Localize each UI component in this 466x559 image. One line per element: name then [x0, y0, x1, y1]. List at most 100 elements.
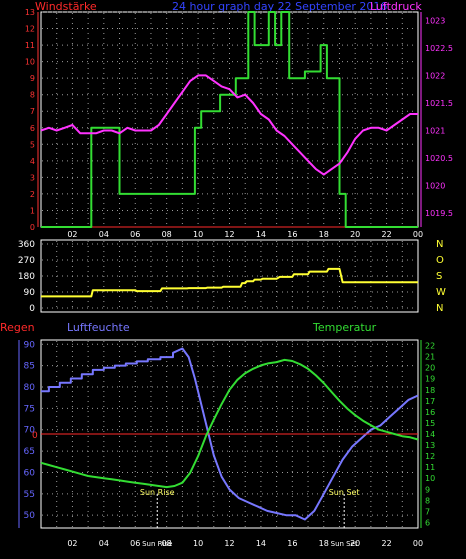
right-axis-tick-label: 21 — [425, 353, 435, 362]
right-axis-tick-label: 1019.5 — [425, 209, 453, 218]
right-axis-tick-label: 14 — [425, 430, 435, 439]
right-axis-tick-label: 17 — [425, 397, 435, 406]
wind-speed-label: Windstärke — [35, 0, 97, 13]
right-axis-tick-label: 8 — [425, 496, 430, 505]
right-axis-tick-label: 1020.5 — [425, 154, 453, 163]
right-axis-tick-label: 1023 — [425, 16, 445, 25]
x-axis-tick-label: 20 — [350, 539, 360, 548]
left-axis-tick-label: 0 — [30, 223, 35, 232]
right-axis-tick-label: 11 — [425, 463, 435, 472]
left-axis-tick-label: 12 — [25, 25, 35, 34]
right-axis-tick-label: 15 — [425, 419, 435, 428]
right-axis-tick-label: 16 — [425, 408, 435, 417]
x-axis-tick-label: 00 — [413, 539, 423, 548]
left-axis-tick-label: 2 — [30, 190, 35, 199]
left-axis-tick-label: 13 — [25, 8, 35, 17]
x-axis-tick-label: 06 — [130, 539, 140, 548]
right-axis-tick-label: 1020 — [425, 182, 445, 191]
left-axis-tick-label: 1 — [30, 206, 35, 215]
series-line-böen — [41, 11, 418, 228]
x-axis-tick-label: 14 — [256, 230, 266, 239]
rain-zero-label: 0 — [32, 431, 38, 441]
left-axis-tick-label: 90 — [24, 288, 36, 298]
x-axis-tick-label: 04 — [99, 230, 109, 239]
x-axis-tick-label: 12 — [224, 539, 234, 548]
right-axis-tick-label: 1021.5 — [425, 99, 453, 108]
x-axis-tick-label: 02 — [67, 230, 77, 239]
sun-hour-label: Sun Set — [331, 540, 358, 548]
left-axis-tick-label: 4 — [30, 157, 35, 166]
right-axis-tick-label: 18 — [425, 386, 435, 395]
left-axis-tick-label: 75 — [24, 404, 35, 414]
chart-title: 24 hour graph day 22 September 2016 — [172, 0, 387, 13]
right-axis-tick-label: 13 — [425, 441, 435, 450]
right-axis-tick-label: 10 — [425, 474, 435, 483]
temperature-label: Temperatur — [312, 321, 377, 334]
right-axis-tick-label: 9 — [425, 485, 430, 494]
right-axis-tick-label: 19 — [425, 375, 435, 384]
x-axis-tick-label: 18 — [319, 539, 329, 548]
left-axis-tick-label: 60 — [24, 468, 36, 478]
x-axis-tick-label: 20 — [350, 230, 360, 239]
right-axis-tick-label: 1022 — [425, 71, 445, 80]
sun-annotation-label: Sun Rise — [140, 488, 175, 497]
left-axis-tick-label: 5 — [30, 140, 35, 149]
x-axis-tick-label: 08 — [162, 230, 172, 239]
series-line-temperatur — [40, 358, 419, 489]
x-axis-tick-label: 16 — [287, 230, 297, 239]
right-axis-tick-label: W — [436, 287, 446, 298]
right-axis-tick-label: O — [436, 255, 444, 266]
right-axis-tick-label: 6 — [425, 518, 430, 527]
right-axis-tick-label: N — [436, 303, 443, 314]
right-axis-tick-label: 22 — [425, 342, 435, 351]
x-axis-tick-label: 06 — [130, 230, 140, 239]
x-axis-tick-label: 12 — [224, 230, 234, 239]
right-axis-tick-label: 12 — [425, 452, 435, 461]
series-line-luftfeuchte — [41, 347, 419, 521]
humidity-label: Luftfeuchte — [67, 321, 130, 334]
left-axis-tick-label: 0 — [29, 304, 35, 314]
left-axis-tick-label: 65 — [24, 447, 35, 457]
x-axis-tick-label: 08 — [162, 539, 172, 548]
series-line-windrichtung — [41, 267, 418, 298]
right-axis-tick-label: S — [436, 271, 442, 282]
x-axis-tick-label: 22 — [381, 230, 391, 239]
right-axis-tick-label: 1021 — [425, 127, 445, 136]
left-axis-tick-label: 7 — [30, 107, 35, 116]
x-axis-tick-label: 10 — [193, 539, 203, 548]
left-axis-tick-label: 270 — [18, 256, 35, 266]
right-axis-tick-label: 7 — [425, 507, 430, 516]
x-axis-tick-label: 00 — [413, 230, 423, 239]
x-axis-tick-label: 22 — [381, 539, 391, 548]
left-axis-tick-label: 55 — [24, 490, 35, 500]
x-axis-tick-label: 10 — [193, 230, 203, 239]
series-line-luftdruck — [40, 74, 418, 176]
x-axis-tick-label: 16 — [287, 539, 297, 548]
x-axis-tick-label: 14 — [256, 539, 266, 548]
right-axis-tick-label: 1022.5 — [425, 44, 453, 53]
sun-hour-label: Sun Rise — [142, 540, 172, 548]
left-axis-tick-label: 180 — [18, 272, 35, 282]
rain-label: Regen — [0, 321, 35, 334]
x-axis-tick-label: 02 — [67, 539, 77, 548]
left-axis-tick-label: 10 — [25, 58, 35, 67]
left-axis-tick-label: 70 — [24, 426, 36, 436]
left-axis-tick-label: 3 — [30, 173, 35, 182]
right-axis-tick-label: N — [436, 239, 443, 250]
sun-annotation-label: Sun Set — [329, 488, 360, 497]
left-axis-tick-label: 8 — [30, 91, 35, 100]
left-axis-tick-label: 85 — [24, 362, 35, 372]
panel-wind-direction — [40, 239, 419, 313]
left-axis-tick-label: 6 — [30, 124, 35, 133]
right-axis-tick-label: 20 — [425, 364, 435, 373]
left-axis-tick-label: 90 — [24, 340, 36, 350]
left-axis-tick-label: 9 — [30, 74, 35, 83]
left-axis-tick-label: 50 — [24, 511, 36, 521]
pressure-label: Luftdruck — [370, 0, 422, 13]
left-axis-tick-label: 11 — [25, 41, 35, 50]
left-axis-tick-label: 80 — [24, 383, 36, 393]
x-axis-tick-label: 18 — [319, 230, 329, 239]
left-axis-tick-label: 360 — [18, 240, 35, 250]
x-axis-tick-label: 04 — [99, 539, 109, 548]
